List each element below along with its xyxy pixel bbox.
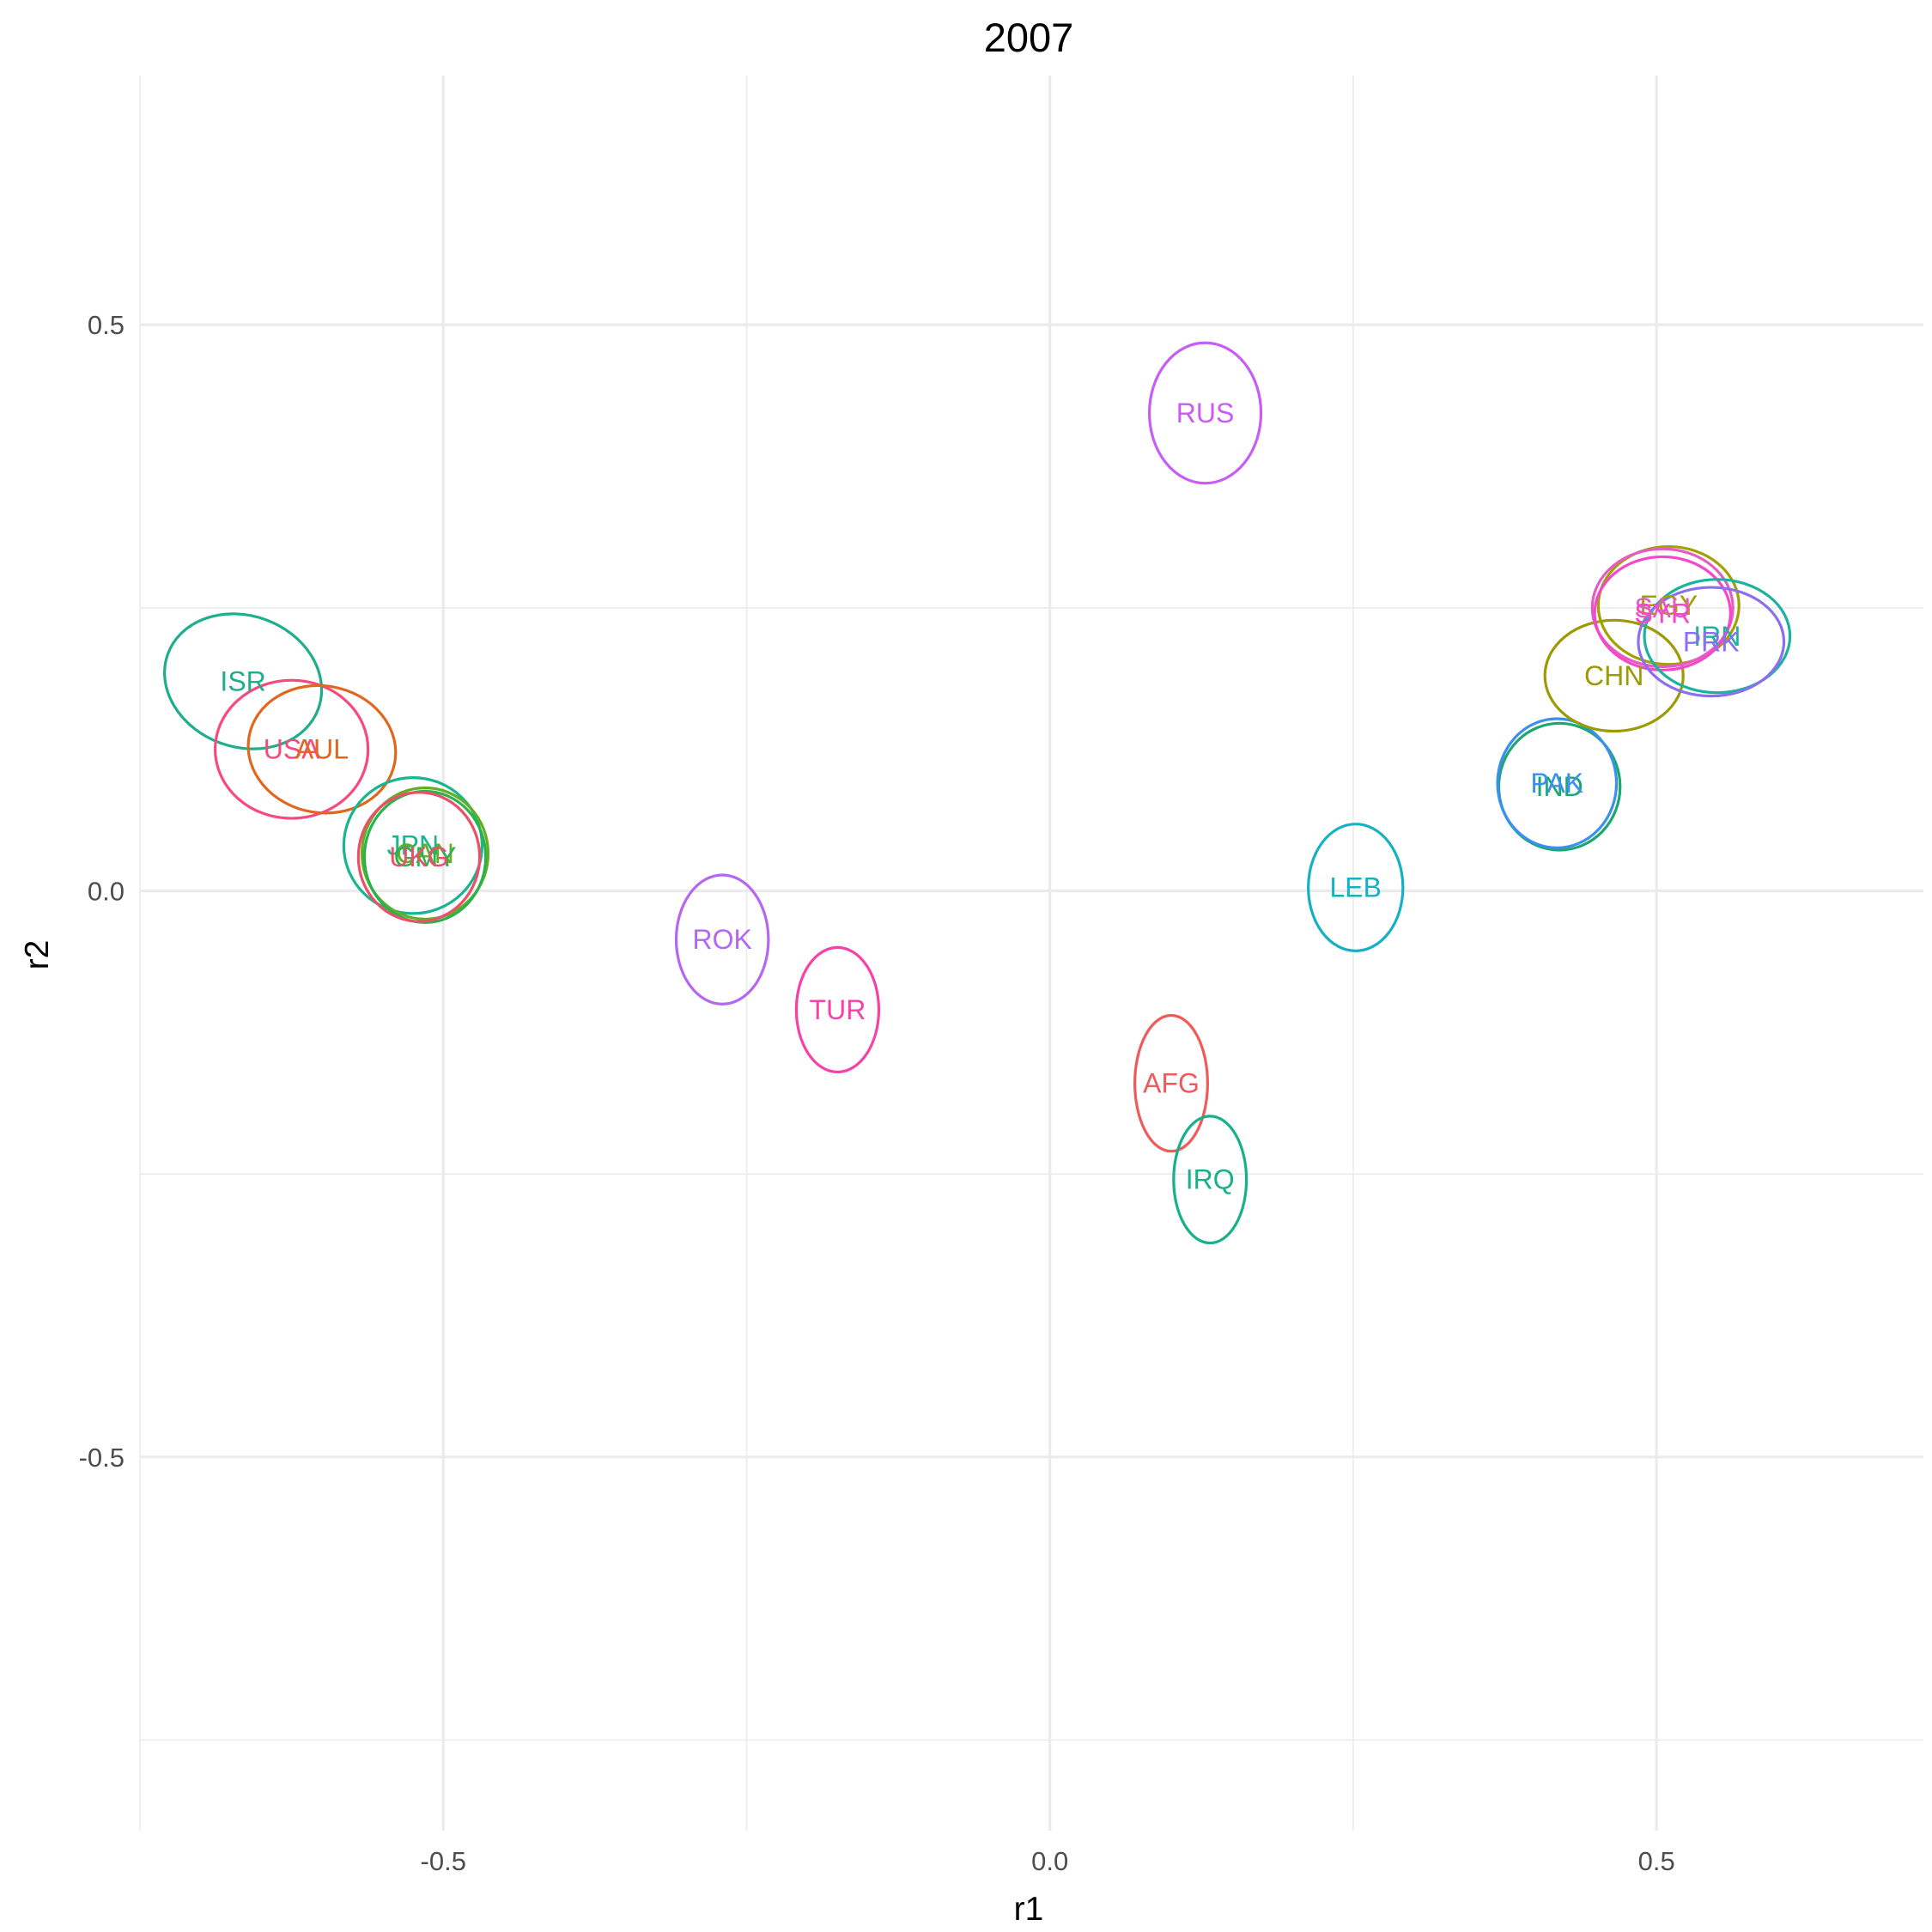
point-label-rus: RUS — [1176, 398, 1235, 428]
point-ellipse-irn — [1643, 578, 1792, 695]
point-ellipse-aul — [246, 683, 398, 815]
point-ellipse-gmy — [362, 789, 488, 924]
point-ellipse-isr — [163, 612, 324, 750]
point-label-irn: IRN — [1693, 621, 1741, 652]
chart-title: 2007 — [984, 15, 1074, 60]
x-axis-title: r1 — [1014, 1891, 1044, 1928]
point-ellipse-leb — [1307, 823, 1405, 952]
point-label-pak: PAK — [1530, 768, 1583, 799]
point-label-chn: CHN — [1584, 660, 1643, 691]
point-label-ind: IND — [1536, 771, 1583, 802]
axis-layer: -0.5 0.0 0.5 -0.5 0.0 0.5 — [79, 310, 1675, 1876]
point-label-usa: USA — [264, 734, 320, 765]
grid-layer — [139, 76, 1923, 1831]
point-label-tur: TUR — [810, 994, 866, 1025]
point-ellipse-rok — [674, 873, 770, 1005]
point-label-rok: ROK — [693, 924, 752, 955]
x-tick-label: -0.5 — [421, 1846, 466, 1876]
point-label-irq: IRQ — [1186, 1164, 1235, 1195]
point-ellipse-rus — [1147, 341, 1263, 485]
point-label-leb: LEB — [1330, 872, 1382, 903]
point-ellipse-sau — [1590, 547, 1735, 668]
point-label-can: CAN — [396, 838, 454, 869]
point-ellipse-pak — [1496, 717, 1619, 849]
point-label-prk: PRK — [1683, 626, 1740, 657]
point-ellipse-jpn — [342, 776, 484, 915]
y-tick-label: -0.5 — [79, 1443, 125, 1473]
point-ellipse-usa — [214, 678, 370, 820]
point-ellipse-ukg — [356, 791, 482, 923]
y-tick-label: 0.5 — [88, 310, 125, 340]
point-ellipse-syr — [1593, 555, 1732, 671]
point-ellipse-can — [360, 786, 490, 921]
point-ellipse-afg — [1133, 1013, 1209, 1153]
point-label-jpn: JPN — [387, 830, 439, 861]
point-label-ukg: UKG — [389, 841, 448, 872]
point-label-egy: EGY — [1639, 590, 1698, 621]
point-ellipse-irq — [1172, 1115, 1249, 1245]
point-label-gmy: GMY — [394, 841, 457, 872]
y-axis-title: r2 — [19, 940, 56, 970]
point-label-syr: SYR — [1634, 598, 1691, 629]
point-ellipse-egy — [1596, 544, 1741, 666]
point-label-aul: AUL — [295, 734, 349, 765]
point-label-afg: AFG — [1143, 1068, 1200, 1099]
x-tick-label: 0.5 — [1638, 1846, 1675, 1876]
y-tick-label: 0.0 — [88, 876, 125, 906]
point-label-sau: SAU — [1634, 592, 1691, 623]
point-ellipse-tur — [794, 945, 881, 1074]
point-ellipse-prk — [1637, 586, 1786, 698]
point-ellipse-chn — [1543, 618, 1685, 733]
ellipse-layer — [163, 341, 1792, 1245]
x-tick-label: 0.0 — [1031, 1846, 1068, 1876]
point-label-isr: ISR — [220, 666, 265, 697]
